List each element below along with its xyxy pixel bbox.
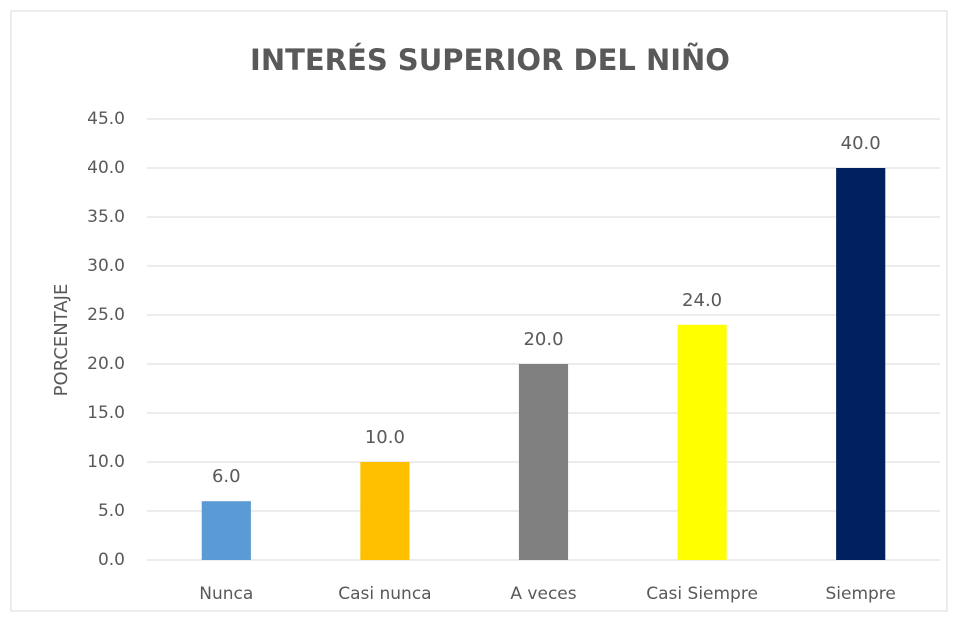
bar xyxy=(518,364,569,560)
x-tick-label: Siempre xyxy=(825,584,895,604)
data-label: 24.0 xyxy=(682,290,722,311)
y-tick-label: 0.0 xyxy=(98,550,125,570)
data-label: 40.0 xyxy=(841,133,881,154)
y-tick-label: 20.0 xyxy=(87,354,125,374)
x-tick-label: Casi Siempre xyxy=(646,584,758,604)
y-tick-label: 45.0 xyxy=(87,109,125,129)
y-tick-label: 35.0 xyxy=(87,207,125,227)
y-axis-label: PORCENTAJE xyxy=(51,284,72,397)
bar xyxy=(360,462,410,560)
y-tick-label: 40.0 xyxy=(87,158,125,178)
x-tick-label: A veces xyxy=(510,584,576,604)
x-tick-label: Casi nunca xyxy=(338,584,431,604)
chart-border xyxy=(10,10,948,612)
data-label: 10.0 xyxy=(365,427,405,448)
bar xyxy=(201,501,251,560)
x-tick-label: Nunca xyxy=(199,584,253,604)
chart-title: INTERÉS SUPERIOR DEL NIÑO xyxy=(250,43,730,77)
bar xyxy=(677,324,727,560)
y-tick-label: 10.0 xyxy=(87,452,125,472)
y-tick-label: 30.0 xyxy=(87,256,125,276)
data-label: 6.0 xyxy=(212,466,241,487)
bar xyxy=(836,168,886,560)
data-label: 20.0 xyxy=(523,329,563,350)
y-tick-label: 25.0 xyxy=(87,305,125,325)
y-tick-label: 5.0 xyxy=(98,501,125,521)
y-tick-label: 15.0 xyxy=(87,403,125,423)
